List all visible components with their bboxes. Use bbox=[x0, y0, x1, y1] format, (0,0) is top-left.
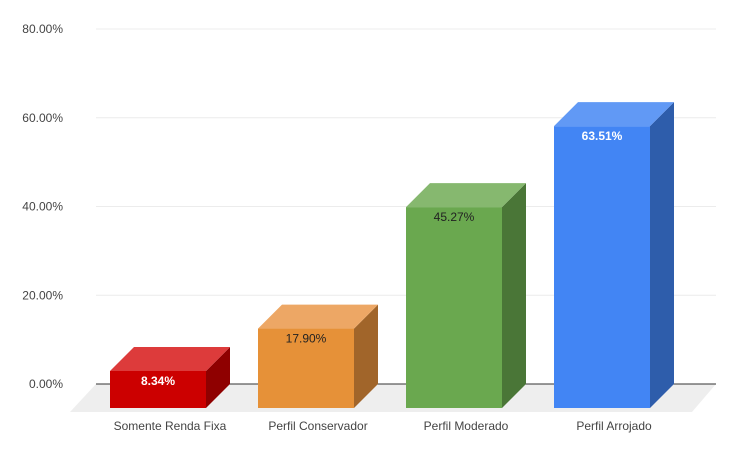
bar bbox=[554, 126, 650, 408]
data-label: 45.27% bbox=[434, 210, 475, 224]
y-tick-label: 60.00% bbox=[22, 111, 63, 125]
bar-top bbox=[406, 183, 526, 208]
y-tick-label: 80.00% bbox=[22, 22, 63, 36]
data-label: 63.51% bbox=[582, 129, 623, 143]
x-category-label: Somente Renda Fixa bbox=[114, 419, 227, 433]
bar-side bbox=[650, 102, 674, 408]
bar-top bbox=[110, 346, 230, 371]
bar bbox=[258, 328, 354, 408]
bar bbox=[110, 370, 206, 408]
x-category-label: Perfil Conservador bbox=[268, 419, 367, 433]
data-label: 17.90% bbox=[286, 332, 327, 346]
data-label: 8.34% bbox=[141, 374, 175, 388]
y-tick-label: 40.00% bbox=[22, 200, 63, 214]
bar-top bbox=[554, 102, 674, 127]
x-category-label: Perfil Arrojado bbox=[576, 419, 652, 433]
bar-side bbox=[502, 183, 526, 408]
bar bbox=[406, 207, 502, 408]
labels-layer: 0.00% 20.00% 40.00% 60.00% 80.00% 8.34% Soment… bbox=[22, 22, 652, 433]
bar-side bbox=[354, 304, 378, 408]
bars-layer bbox=[110, 102, 674, 408]
x-category-label: Perfil Moderado bbox=[424, 419, 509, 433]
y-tick-label: 0.00% bbox=[29, 377, 63, 391]
bar-side bbox=[206, 346, 230, 408]
bar-top bbox=[258, 304, 378, 329]
y-tick-label: 20.00% bbox=[22, 288, 63, 302]
